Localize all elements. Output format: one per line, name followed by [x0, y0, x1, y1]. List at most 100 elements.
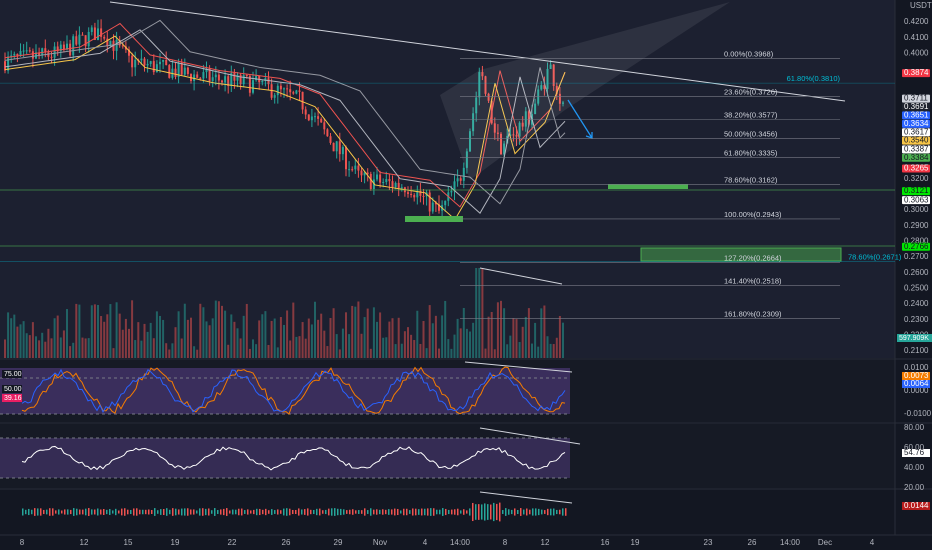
macd-bar	[346, 510, 348, 514]
volume-bar	[236, 328, 239, 358]
price-tick: 0.2900	[904, 221, 929, 230]
macd-bar	[265, 508, 267, 516]
macd-bar	[514, 508, 516, 516]
price-tag-text: 0.3121	[904, 186, 929, 195]
candle	[50, 56, 53, 58]
candle	[217, 74, 220, 81]
moving-average	[4, 35, 566, 221]
volume-bar	[509, 335, 512, 358]
volume-bar	[472, 322, 475, 358]
volume-bar	[121, 329, 124, 358]
candle	[118, 39, 121, 46]
volume-bar	[453, 334, 456, 358]
candle	[388, 178, 391, 182]
candle	[332, 142, 335, 152]
candle	[255, 75, 258, 81]
candle	[500, 133, 502, 155]
candle	[162, 59, 165, 62]
candle	[4, 61, 6, 71]
volume-bar	[35, 336, 37, 358]
volume-bar	[279, 317, 282, 358]
price-tick: 0.2300	[904, 315, 929, 324]
candle	[444, 200, 447, 206]
macd-bar	[64, 509, 66, 515]
candle	[224, 76, 227, 83]
candle	[475, 97, 478, 114]
candle	[345, 147, 347, 170]
candle	[301, 91, 304, 110]
candle	[558, 93, 561, 104]
macd-bar	[166, 508, 168, 516]
support-box	[405, 216, 463, 222]
macd-bar	[217, 510, 219, 514]
macd-bar	[208, 508, 210, 516]
candle	[208, 68, 211, 81]
macd-bar	[532, 508, 534, 516]
volume-bar	[456, 318, 459, 358]
macd-bar	[382, 509, 384, 515]
volume-bar	[38, 340, 41, 358]
candle	[168, 65, 171, 78]
volume-bar	[143, 323, 146, 358]
candle	[13, 53, 16, 56]
macd-bar	[526, 508, 528, 516]
macd-bar	[55, 510, 57, 514]
time-tick: Dec	[818, 538, 832, 547]
macd-bar	[427, 508, 429, 516]
volume-bar	[441, 315, 444, 358]
price-tag	[902, 145, 930, 154]
candle	[59, 44, 62, 52]
volume-bar	[298, 336, 301, 358]
stoch-band	[0, 368, 570, 414]
volume-bar	[177, 311, 180, 358]
volume-bar	[391, 318, 394, 358]
macd-bar	[118, 510, 120, 514]
candle	[456, 178, 459, 182]
candle	[165, 59, 168, 66]
volume-bar	[224, 310, 227, 358]
candle	[515, 135, 518, 137]
volume-bar	[537, 346, 540, 358]
macd-bar	[436, 509, 438, 515]
macd-bar	[478, 504, 480, 520]
candle	[230, 73, 233, 87]
volume-bar	[376, 321, 378, 358]
candle	[360, 170, 363, 176]
macd-bar	[100, 509, 102, 515]
volume-bar	[62, 330, 65, 358]
volume-bar	[289, 340, 292, 358]
volume-bar	[186, 319, 189, 358]
macd-bar	[391, 509, 393, 515]
volume-bar	[22, 321, 25, 358]
time-tick: 8	[20, 538, 25, 547]
macd-bar	[157, 510, 159, 514]
candle	[400, 187, 403, 189]
candle	[397, 182, 400, 188]
price-tag	[902, 119, 930, 128]
volume-bar	[202, 307, 205, 358]
macd-bar	[31, 509, 33, 515]
volume-bar	[84, 338, 87, 358]
volume-bar	[434, 315, 437, 358]
volume-bar	[462, 307, 465, 358]
candle	[186, 67, 189, 74]
volume-bar	[490, 311, 493, 358]
time-tick: 4	[423, 538, 428, 547]
macd-bar	[277, 509, 279, 515]
volume-bar	[78, 304, 81, 358]
volume-bar	[366, 308, 369, 358]
macd-bar	[469, 508, 471, 516]
price-tag	[902, 128, 930, 137]
macd-bar	[124, 508, 126, 516]
volume-bar	[360, 333, 363, 358]
macd-bar	[505, 508, 507, 516]
volume-bar	[301, 322, 304, 358]
candle	[484, 76, 487, 94]
macd-bar	[112, 510, 114, 514]
macd-bar	[298, 508, 300, 516]
volume-bar	[329, 318, 332, 358]
macd-bar	[430, 508, 432, 516]
macd-bar	[115, 508, 117, 516]
candle	[487, 93, 490, 101]
macd-bar	[337, 508, 339, 516]
